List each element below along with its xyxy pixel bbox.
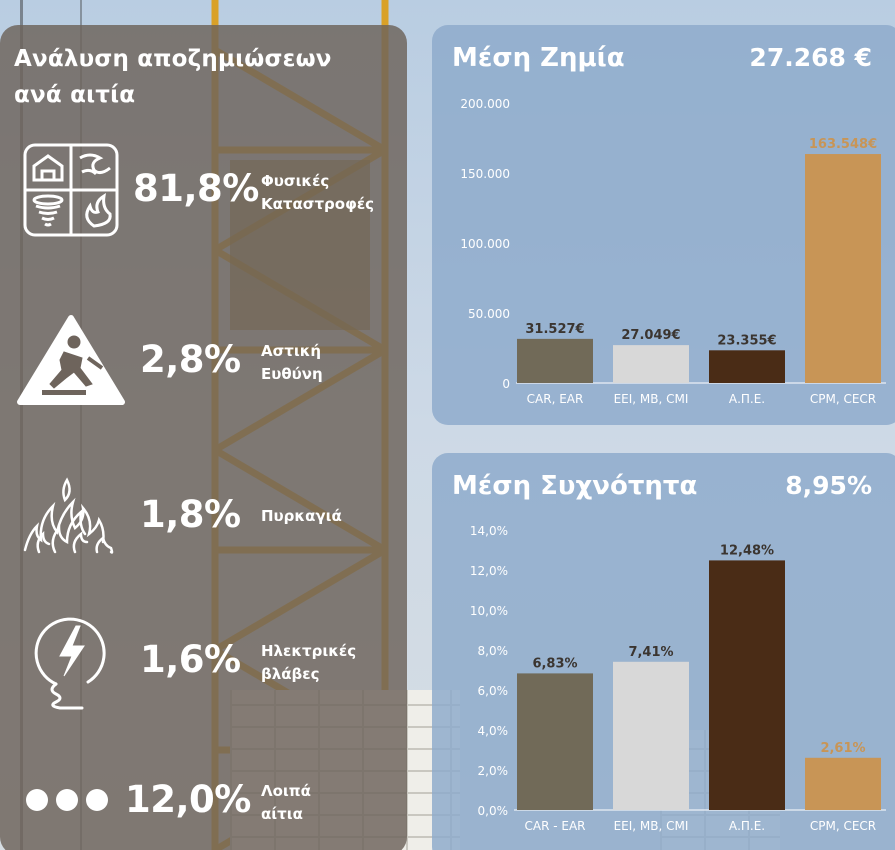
y-tick-label: 6,0% bbox=[478, 684, 509, 698]
bar bbox=[805, 757, 881, 810]
claims-by-cause-panel: Ανάλυση αποζημιώσεων ανά αιτία 81,8% Φυσ… bbox=[0, 25, 407, 850]
cause-percentage: 12,0% bbox=[125, 778, 251, 821]
y-tick-label: 10,0% bbox=[470, 604, 508, 618]
data-label: 27.049€ bbox=[621, 328, 680, 343]
x-tick-label: CPM, CECR bbox=[810, 392, 876, 406]
y-tick-label: 14,0% bbox=[470, 524, 508, 538]
cause-label-line: Ηλεκτρικές bbox=[261, 642, 357, 660]
x-tick-label: Α.Π.Ε. bbox=[729, 819, 765, 833]
average-loss-panel: Μέση Ζημία 27.268 € 0 50.000 100.000 150.00… bbox=[432, 25, 895, 425]
x-tick-label: CPM, CECR bbox=[810, 819, 876, 833]
data-label: 2,61% bbox=[820, 741, 865, 756]
average-frequency-bar-chart: 0,0% 2,0% 4,0% 6,0% 8,0% 10,0% 12,0% 14,0% 6,83%… bbox=[470, 524, 886, 833]
electric-bolt-icon bbox=[16, 610, 126, 710]
y-tick-label: 50.000 bbox=[468, 307, 510, 321]
cause-label: Λοιπά αίτια bbox=[261, 780, 421, 826]
fire-icon bbox=[16, 465, 126, 565]
y-tick-label: 2,0% bbox=[478, 764, 509, 778]
cause-label: Φυσικές Καταστροφές bbox=[261, 170, 421, 216]
cause-label-line: Καταστροφές bbox=[261, 195, 375, 213]
cause-other: 12,0% Λοιπά αίτια bbox=[0, 750, 407, 850]
y-tick-label: 0,0% bbox=[478, 804, 509, 818]
bar bbox=[805, 154, 881, 383]
cause-label: Αστική Ευθύνη bbox=[261, 340, 421, 386]
headline-value: 8,95% bbox=[785, 471, 872, 500]
y-tick-label: 12,0% bbox=[470, 564, 508, 578]
bar bbox=[613, 661, 689, 810]
cause-label-line: Ευθύνη bbox=[261, 365, 323, 383]
cause-natural-disasters: 81,8% Φυσικές Καταστροφές bbox=[0, 140, 407, 240]
cause-civil-liability: 2,8% Αστική Ευθύνη bbox=[0, 310, 407, 410]
cause-label: Πυρκαγιά bbox=[261, 505, 421, 528]
panel-title: Ανάλυση αποζημιώσεων ανά αιτία bbox=[14, 41, 404, 113]
data-label: 31.527€ bbox=[525, 322, 584, 337]
cause-percentage: 1,8% bbox=[140, 493, 241, 536]
cause-label-line: αίτια bbox=[261, 805, 303, 823]
x-tick-label: EEI, MB, CMI bbox=[614, 819, 689, 833]
natural-disasters-icon bbox=[16, 140, 126, 240]
chart-title: Μέση Συχνότητα bbox=[452, 471, 698, 501]
y-tick-label: 100.000 bbox=[460, 237, 510, 251]
cause-electrical-failures: 1,6% Ηλεκτρικές βλάβες bbox=[0, 610, 407, 710]
x-tick-label: EEI, MB, CMI bbox=[614, 392, 689, 406]
y-tick-label: 200.000 bbox=[460, 97, 510, 111]
cause-label-line: βλάβες bbox=[261, 665, 320, 683]
cause-label-line: Φυσικές bbox=[261, 172, 330, 190]
bar bbox=[709, 350, 785, 383]
cause-label-line: Λοιπά bbox=[261, 782, 311, 800]
y-tick-label: 8,0% bbox=[478, 644, 509, 658]
cause-percentage: 1,6% bbox=[140, 638, 241, 681]
data-label: 12,48% bbox=[720, 543, 774, 558]
cause-label: Ηλεκτρικές βλάβες bbox=[261, 640, 421, 686]
cause-fire: 1,8% Πυρκαγιά bbox=[0, 465, 407, 565]
panel-title-line: ανά αιτία bbox=[14, 82, 136, 108]
bar bbox=[709, 560, 785, 810]
bar bbox=[517, 673, 593, 810]
average-frequency-panel: Μέση Συχνότητα 8,95% 0,0% 2,0% 4,0% 6,0% 8,0… bbox=[432, 453, 895, 850]
x-tick-label: Α.Π.Ε. bbox=[729, 392, 765, 406]
data-label: 6,83% bbox=[532, 656, 577, 671]
panel-title-line: Ανάλυση αποζημιώσεων bbox=[14, 46, 332, 72]
cause-label-line: Αστική bbox=[261, 342, 322, 360]
x-tick-label: CAR, EAR bbox=[527, 392, 584, 406]
slip-warning-icon bbox=[16, 310, 126, 410]
data-label: 23.355€ bbox=[717, 333, 776, 348]
y-tick-label: 150.000 bbox=[460, 167, 510, 181]
x-tick-label: CAR - EAR bbox=[524, 819, 585, 833]
data-label: 163.548€ bbox=[809, 137, 877, 152]
data-label: 7,41% bbox=[628, 645, 673, 660]
chart-title: Μέση Ζημία bbox=[452, 43, 625, 73]
y-tick-label: 4,0% bbox=[478, 724, 509, 738]
average-loss-bar-chart: 0 50.000 100.000 150.000 200.000 31.527€ CAR, … bbox=[460, 97, 886, 406]
bar bbox=[517, 338, 593, 383]
y-tick-label: 0 bbox=[502, 377, 510, 391]
cause-percentage: 2,8% bbox=[140, 338, 241, 381]
cause-label-line: Πυρκαγιά bbox=[261, 507, 342, 525]
bar bbox=[613, 345, 689, 383]
cause-percentage: 81,8% bbox=[133, 167, 259, 210]
headline-value: 27.268 € bbox=[749, 43, 872, 72]
three-dots-icon bbox=[22, 750, 112, 850]
